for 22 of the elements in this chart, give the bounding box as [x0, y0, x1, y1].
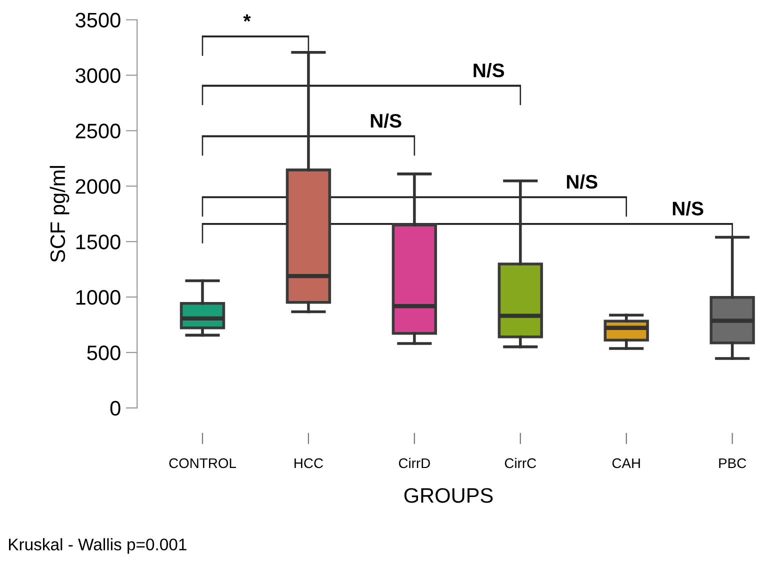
x-tick-label: CAH: [612, 458, 640, 468]
annotation: N/S: [474, 62, 504, 78]
x-tick-label: PBC: [719, 458, 746, 468]
text: Kruskal - Wallis p=0.001: [9, 538, 186, 554]
y-tick-label: 2000: [76, 179, 120, 194]
annotation: *: [243, 14, 251, 22]
y-tick-label: 3500: [76, 12, 120, 28]
y-tick-label: 500: [87, 345, 120, 360]
x-tick-label: CirrD: [398, 458, 430, 468]
x-tick-label: CONTROL: [169, 458, 236, 468]
y-tick-label: 0: [110, 400, 120, 416]
x-axis-title: GROUPS: [404, 488, 493, 503]
y-axis-title: SCF pg/ml: [50, 166, 70, 262]
y-tick-label: 3000: [76, 68, 120, 83]
y-tick-label: 1000: [76, 290, 120, 305]
x-tick-label: CirrC: [504, 458, 536, 468]
y-tick-label: 1500: [76, 234, 120, 250]
annotation: N/S: [370, 113, 402, 128]
annotation: N/S: [566, 174, 598, 189]
y-tick-label: 2500: [76, 124, 120, 138]
annotation: N/S: [672, 201, 704, 216]
x-tick-label: HCC: [294, 458, 323, 468]
